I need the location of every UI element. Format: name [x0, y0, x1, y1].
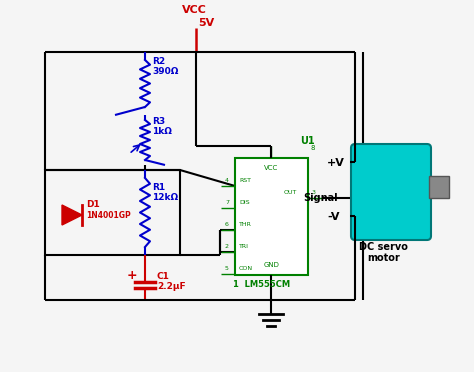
Text: 5: 5 — [225, 266, 229, 271]
Bar — [235, 158, 308, 275]
Text: Signal: Signal — [303, 193, 337, 203]
Text: 1N4001GP: 1N4001GP — [86, 211, 131, 220]
Text: U1: U1 — [300, 136, 315, 146]
Text: 4: 4 — [225, 178, 229, 183]
Text: 6: 6 — [225, 222, 229, 227]
Text: +V: +V — [327, 158, 345, 168]
FancyBboxPatch shape — [351, 144, 431, 240]
Text: 12kΩ: 12kΩ — [152, 193, 178, 202]
Text: THR: THR — [239, 222, 252, 227]
Text: DIS: DIS — [239, 200, 250, 205]
Text: R3: R3 — [152, 117, 165, 126]
Text: 1kΩ: 1kΩ — [152, 127, 172, 136]
Text: 5V: 5V — [198, 18, 214, 28]
Text: GND: GND — [264, 262, 279, 268]
Text: OUT: OUT — [284, 190, 297, 195]
Text: 8: 8 — [311, 145, 316, 151]
Text: 390Ω: 390Ω — [152, 67, 178, 76]
Text: TRI: TRI — [239, 244, 249, 249]
Text: 7: 7 — [225, 200, 229, 205]
Text: +: + — [127, 269, 137, 282]
Text: VCC: VCC — [264, 165, 278, 171]
Text: -V: -V — [327, 212, 339, 222]
Text: 2.2μF: 2.2μF — [157, 282, 186, 291]
Text: D1: D1 — [86, 200, 100, 209]
Text: R2: R2 — [152, 57, 165, 66]
Text: 2: 2 — [225, 244, 229, 249]
Text: CON: CON — [239, 266, 253, 271]
Text: R1: R1 — [152, 183, 165, 192]
Polygon shape — [62, 205, 82, 225]
Bar — [45, 170, 180, 255]
Text: 1  LM555CM: 1 LM555CM — [233, 280, 290, 289]
Bar — [429, 176, 449, 198]
Text: 3: 3 — [312, 190, 316, 195]
Text: RST: RST — [239, 178, 251, 183]
Text: VCC: VCC — [182, 5, 207, 15]
Text: motor: motor — [367, 253, 400, 263]
Text: DC servo: DC servo — [359, 242, 408, 252]
Text: C1: C1 — [157, 272, 170, 281]
